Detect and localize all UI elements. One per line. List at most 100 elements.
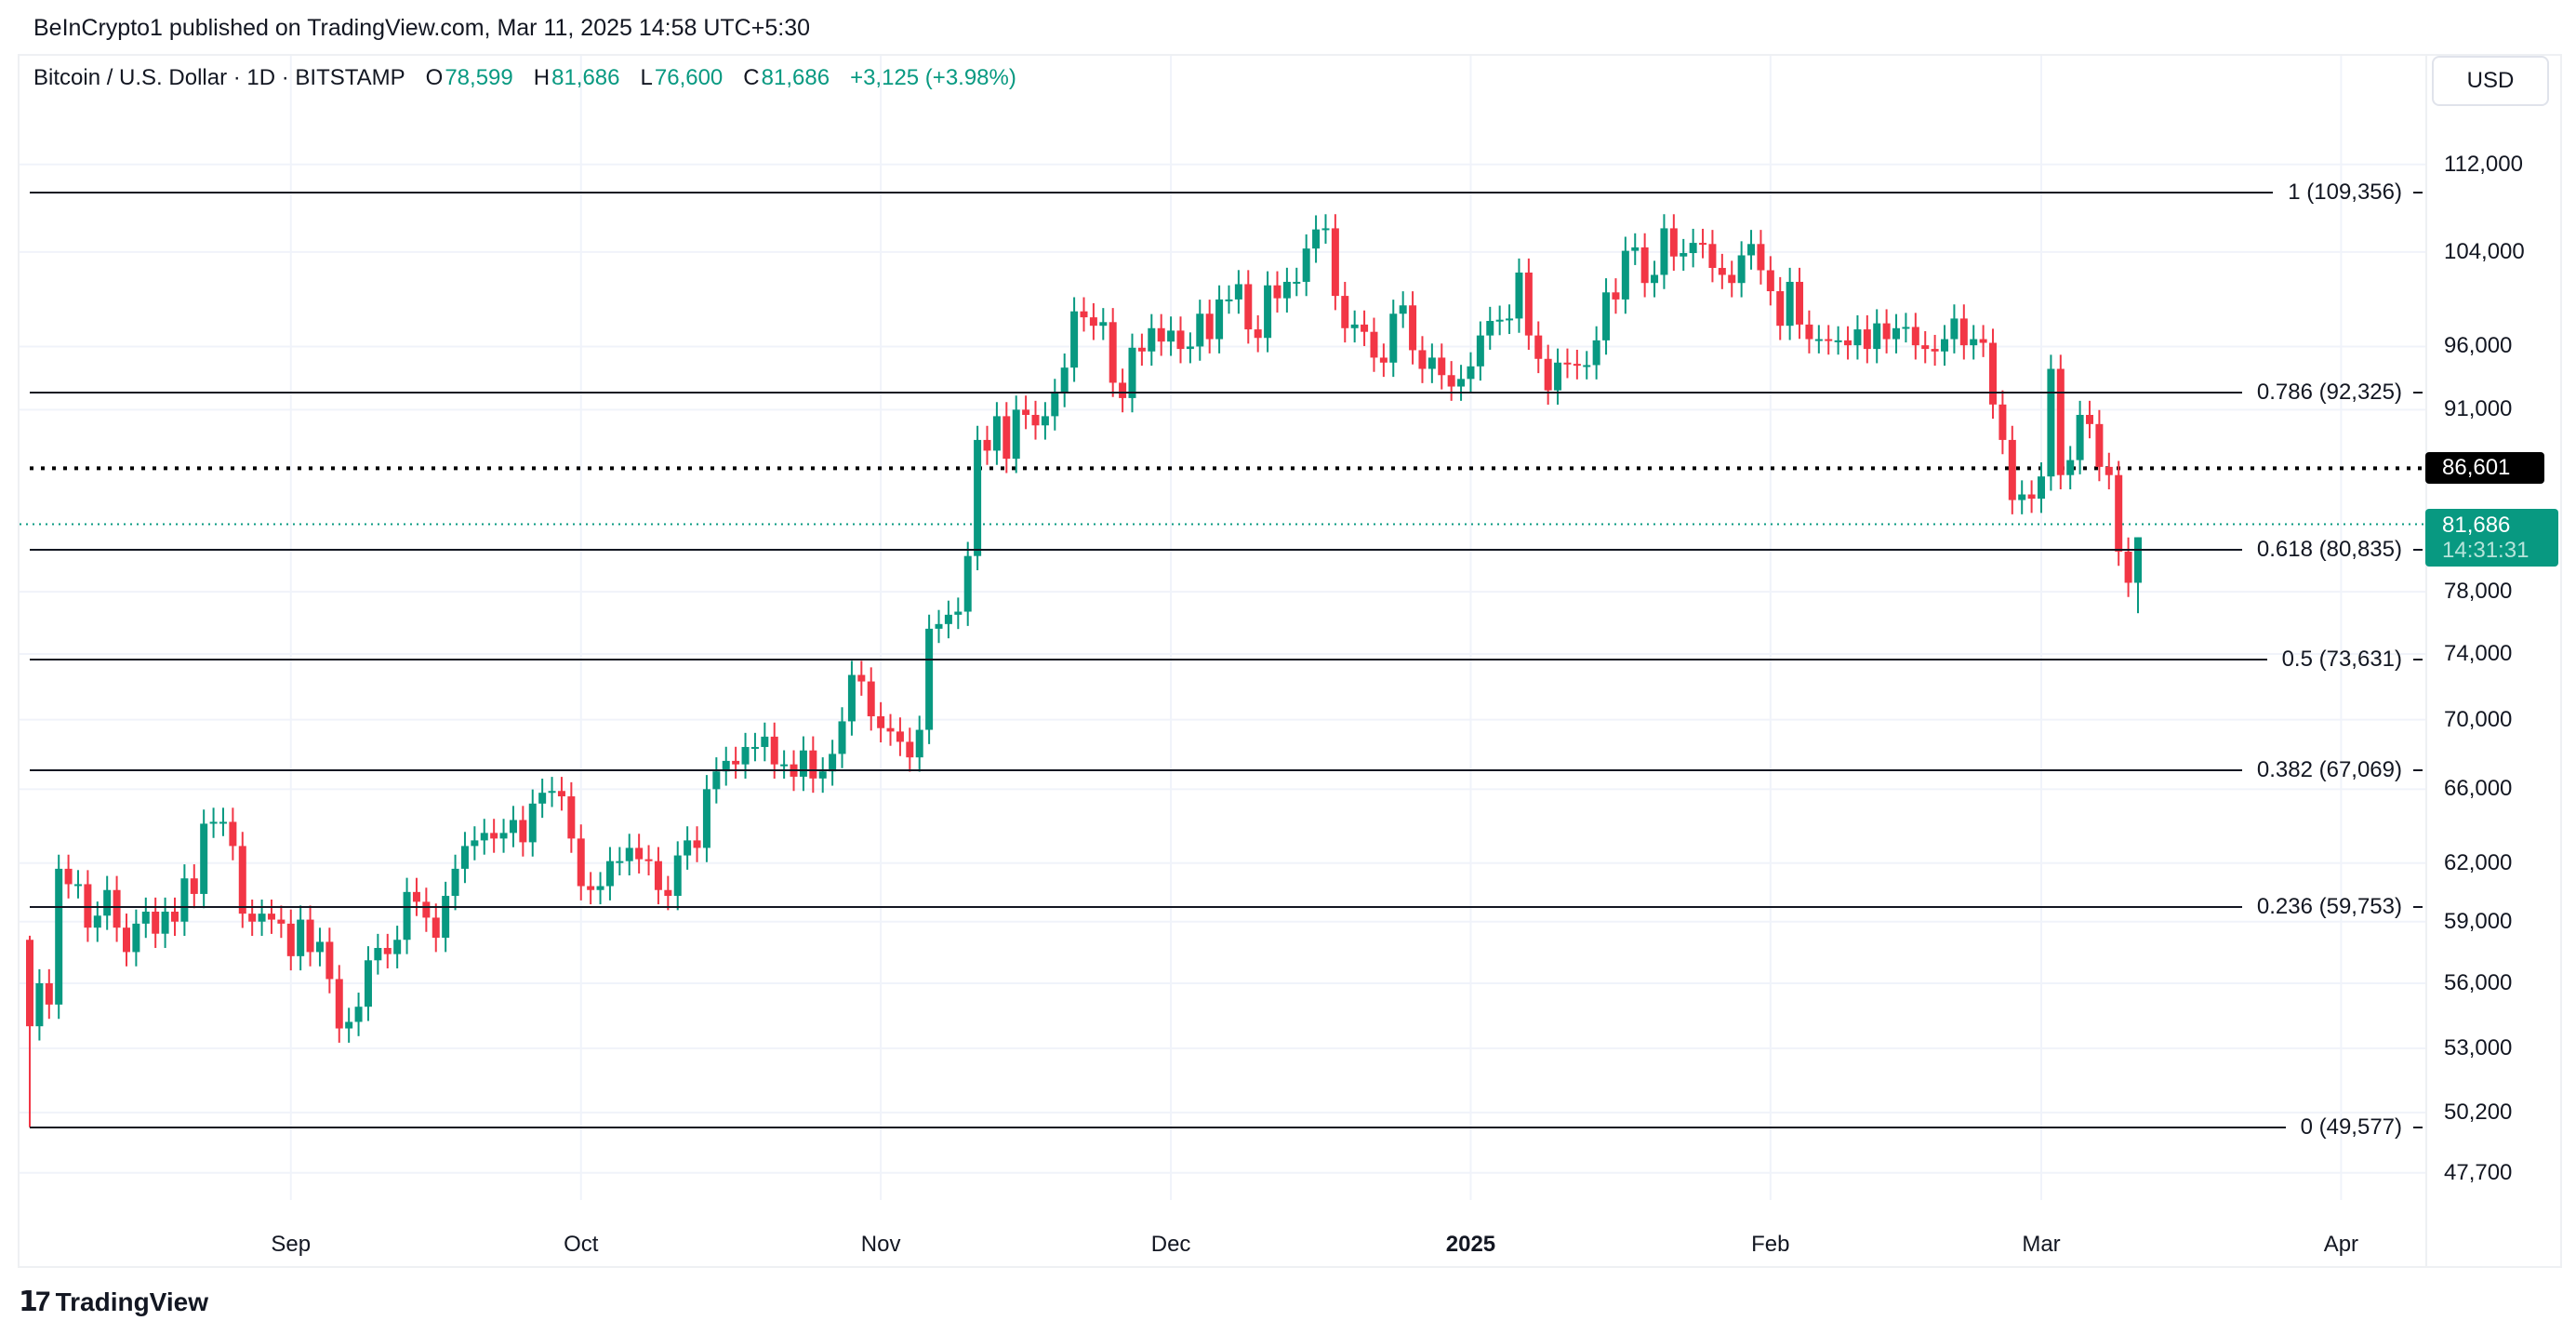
candle [1389,300,1398,378]
fib-level-label: 0.5 (73,631) [2281,647,2402,673]
candle-body [944,614,952,624]
fib-level[interactable]: 0.786 (92,325) [30,379,2423,407]
fib-level[interactable]: 0.382 (67,069) [30,756,2423,784]
candle-body [1418,350,1427,369]
candle [258,899,266,937]
candle [1970,325,1978,360]
candle [1282,267,1291,313]
candle-body [1234,284,1242,300]
candle [1128,333,1136,413]
fib-level[interactable]: 1 (109,356) [30,179,2423,207]
candle-body [954,611,963,615]
candle-body [1592,340,1600,366]
logo-text: TradingView [55,1287,208,1316]
candle [1060,354,1069,407]
fib-level[interactable]: 0.236 (59,753) [30,893,2423,921]
candle-body [1467,366,1475,380]
candle [867,667,875,731]
candle [2008,425,2016,514]
fib-level[interactable]: 0 (49,577) [30,1114,2423,1141]
candle [799,736,807,792]
candle [605,847,614,900]
candle-body [499,833,508,839]
candle [1070,297,1079,382]
candle [1708,230,1717,283]
candle-body [2086,414,2094,424]
fib-level[interactable]: 0.5 (73,631) [30,646,2423,674]
price-tick-label: 74,000 [2444,641,2513,667]
fib-level-tick [2413,905,2423,908]
candle [702,775,710,862]
candle [906,727,914,772]
candle [2086,400,2094,439]
candle [857,660,866,696]
tradingview-logo[interactable]: 𝟭7 TradingView [19,1286,208,1318]
candle [1602,278,1611,355]
candle [190,864,198,909]
candle-body [1399,305,1407,314]
candle-body [1970,339,1978,346]
candle [519,806,527,857]
candle-body [605,860,614,887]
candle-body [238,846,246,914]
candle-body [1176,330,1185,350]
price-axis[interactable] [2427,54,2562,1268]
candle [1041,402,1049,440]
bar-countdown: 14:31:31 [2442,537,2530,563]
candle-body [1447,375,1455,387]
candle [818,757,827,794]
candle [1379,343,1388,378]
candle [1264,271,1272,353]
candle-body [1737,255,1746,284]
candle [1651,260,1659,298]
chart-pane[interactable] [18,54,2427,1268]
candle [963,541,972,626]
candle [2027,480,2036,514]
candle [1012,395,1020,474]
candle-body [132,923,140,953]
candle-body [1167,330,1175,342]
candle [944,600,952,639]
candle [992,402,1001,465]
candle [1737,241,1746,298]
candle-body [170,912,179,922]
fib-level-tick [2413,392,2423,394]
candle-body [1796,281,1804,325]
candle [1882,309,1891,354]
candle [219,807,227,836]
candle-body [2115,474,2123,552]
publisher-caption: BeInCrypto1 published on TradingView.com… [33,15,810,41]
candle [838,707,846,768]
candle [1447,361,1455,401]
candle-body [26,940,33,1027]
candle [693,826,701,862]
candle [64,854,73,899]
fib-level[interactable]: 0.618 (80,835) [30,536,2423,564]
candle [1911,313,1919,360]
currency-button[interactable]: USD [2432,56,2549,106]
candle-body [1273,285,1281,299]
candle [1534,321,1543,374]
candle-body [122,927,130,953]
open-value: 78,599 [445,65,513,90]
change-value: +3,125 (+3.98%) [850,65,1016,90]
candle-body [857,674,866,682]
candle [732,746,740,780]
candle [1331,214,1339,311]
close-value: 81,686 [761,65,830,90]
candle [1757,230,1765,285]
candle-body [1486,320,1494,336]
candle-body [2134,537,2142,583]
candle [1844,326,1852,360]
candle [1853,314,1862,360]
candle-body [1119,382,1127,398]
candle [1621,236,1629,314]
candle-body [761,736,769,747]
candle [451,854,459,911]
candle-body [1282,281,1291,299]
candle [1515,258,1523,333]
time-tick-label: 2025 [1445,1232,1496,1257]
candle-body [1950,318,1959,340]
candle-body [2066,460,2075,475]
candle-body [200,823,208,894]
